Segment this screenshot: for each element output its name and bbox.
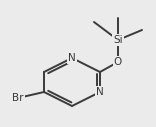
Text: N: N [68,53,76,63]
Text: O: O [114,57,122,67]
Text: N: N [96,87,104,97]
Text: Si: Si [113,35,123,45]
Text: Br: Br [12,93,24,103]
